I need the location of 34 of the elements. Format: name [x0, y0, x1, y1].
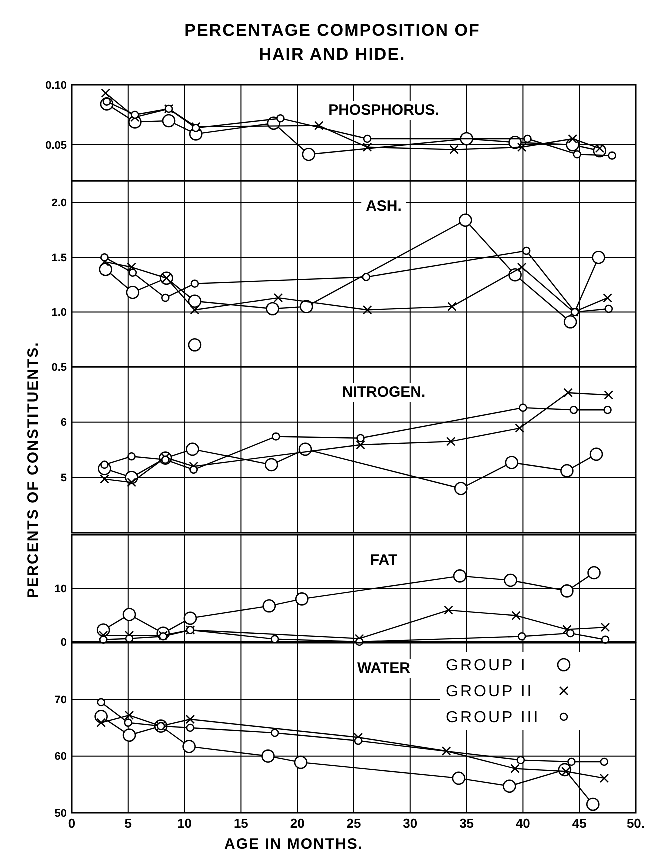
x-axis-title: AGE IN MONTHS. [224, 836, 364, 853]
x-tick-label: 35 [460, 816, 474, 831]
legend-label: GROUP III [446, 710, 540, 727]
y-tick-label: 1.0 [52, 307, 67, 320]
y-tick-label: 6 [60, 417, 67, 430]
x-tick-label: 5 [124, 816, 132, 831]
y-tick-label: 50 [54, 808, 67, 820]
legend-label: GROUP II [446, 684, 534, 701]
y-tick-label: 0.10 [46, 80, 67, 92]
y-tick-label: 0.5 [52, 362, 67, 374]
x-tick-label: 50. [626, 816, 646, 831]
y-tick-label: 60 [54, 751, 67, 764]
x-tick-label: 10 [178, 816, 192, 831]
y-axis-title: PERCENTS OF CONSTITUENTS. [25, 342, 42, 598]
text: NITROGEN. [342, 384, 426, 401]
y-tick-label: 2.0 [52, 198, 67, 210]
y-tick-label: 5 [60, 472, 67, 485]
x-tick-label: 45 [572, 816, 587, 831]
text: WATER [357, 660, 411, 677]
y-tick-label: 1.5 [52, 252, 67, 264]
text: ASH. [366, 198, 402, 215]
x-tick-label: 30 [403, 816, 418, 831]
y-tick-label: 70 [54, 694, 67, 707]
x-tick-label: 20 [290, 816, 305, 831]
y-tick-label: 0.05 [46, 140, 67, 152]
y-tick-label: 0 [60, 636, 67, 649]
x-tick-label: 15 [234, 816, 248, 831]
y-tick-label: 10 [54, 583, 67, 596]
text: FAT [370, 552, 398, 569]
x-tick-label: 25 [346, 816, 362, 831]
text: PHOSPHORUS. [328, 102, 440, 119]
x-tick-label: 40 [516, 816, 530, 831]
chart-title: PERCENTAGE COMPOSITION OF HAIR AND HIDE. [184, 21, 480, 64]
legend-label: GROUP I [446, 658, 528, 675]
